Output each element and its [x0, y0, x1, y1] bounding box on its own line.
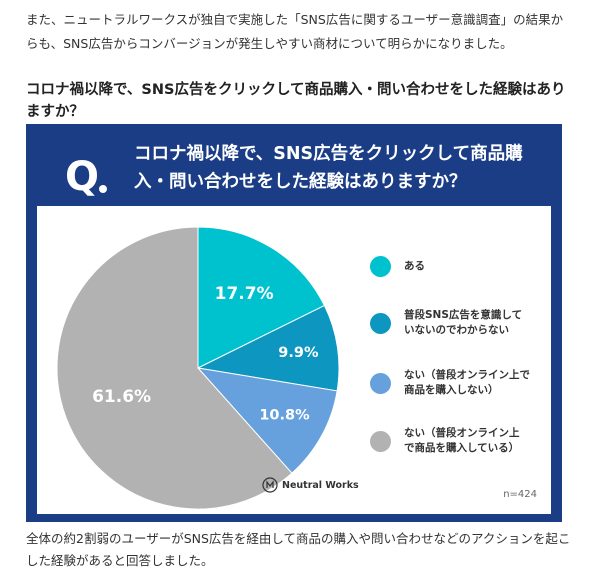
legend-swatch: [370, 256, 391, 277]
outro-paragraph: 全体の約2割弱のユーザーがSNS広告を経由して商品の購入や問い合わせなどのアクシ…: [26, 531, 571, 568]
pie-slice-label-1: 17.7%: [215, 284, 274, 304]
section-heading: コロナ禍以降で、SNS広告をクリックして商品購入・問い合わせをした経験はあります…: [26, 82, 566, 120]
legend-item-2: 普段SNS広告を意識して いないのでわからない: [370, 308, 522, 338]
legend-item-3: ない（普段オンライン上で 商品を購入しない）: [370, 368, 530, 398]
pie-slice-label-4: 61.6%: [92, 387, 151, 407]
pie-slice-1: [197, 226, 326, 369]
neutral-works-logo-icon: [262, 477, 278, 493]
sample-size: n=424: [503, 489, 537, 500]
chart-question-title: コロナ禍以降で、SNS広告をクリックして商品購入・問い合わせをした経験はあります…: [134, 144, 523, 192]
question-q-icon: Q: [65, 154, 107, 198]
q-letter: Q: [65, 154, 99, 198]
brand-name: Neutral Works: [282, 479, 359, 491]
legend-label: ない（普段オンライン上で 商品を購入しない）: [404, 369, 530, 396]
pie-slice-2: [196, 304, 340, 392]
legend-swatch: [370, 430, 391, 452]
pie-slice-3: [196, 367, 338, 474]
legend-label: ある: [404, 260, 425, 272]
chart-panel: 17.7% 9.9% 10.8% 61.6% ある普段SNS広告を意識して いないので…: [37, 206, 551, 514]
legend-swatch: [370, 312, 391, 334]
intro-paragraph: また、ニュートラルワークスが独自で実施した「SNS広告に関するユーザー意識調査」…: [26, 12, 564, 51]
pie-slice-label-2: 9.9%: [278, 345, 319, 361]
survey-chart-card: Q コロナ禍以降で、SNS広告をクリックして商品購入・問い合わせをした経験はあり…: [26, 124, 562, 522]
pie-slice-4: [56, 226, 293, 510]
brand-mark: Neutral Works: [262, 477, 359, 493]
legend-item-4: ない（普段オンライン上 で商品を購入している）: [370, 426, 520, 456]
pie-slice-label-3: 10.8%: [259, 408, 310, 424]
legend-swatch: [370, 372, 391, 394]
legend-label: 普段SNS広告を意識して いないのでわからない: [404, 309, 523, 336]
legend-label: ない（普段オンライン上 で商品を購入している）: [404, 427, 520, 454]
legend-item-1: ある: [370, 256, 425, 277]
pie-chart: 17.7% 9.9% 10.8% 61.6%: [56, 226, 340, 510]
